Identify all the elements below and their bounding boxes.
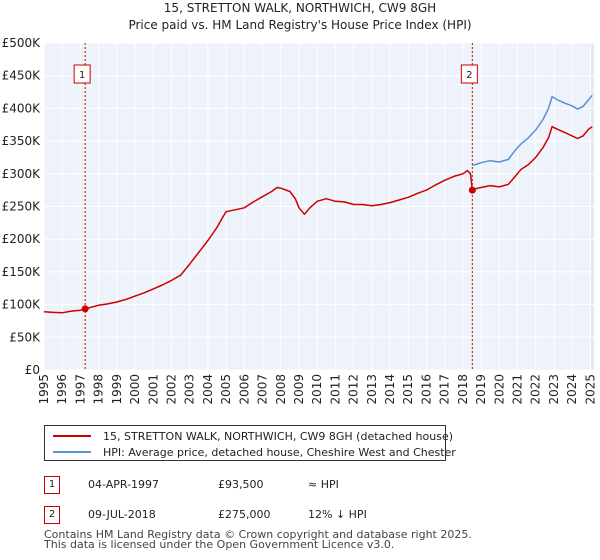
x-tick-label: 2012 — [347, 374, 361, 405]
y-tick-label: £500K — [2, 36, 42, 50]
sale-label-box — [460, 64, 478, 84]
y-tick-label: £0 — [25, 363, 40, 377]
x-tick-label: 2020 — [492, 374, 506, 405]
x-tick-label: 2018 — [456, 374, 470, 405]
y-tick-label: £300K — [2, 167, 42, 181]
sale-label-number: 1 — [79, 70, 85, 81]
x-tick-label: 2015 — [401, 374, 415, 405]
y-tick-label: £200K — [2, 232, 42, 246]
chart-title: 15, STRETTON WALK, NORTHWICH, CW9 8GH — [164, 1, 436, 15]
property-price-line — [43, 125, 593, 314]
legend-label-property: 15, STRETTON WALK, NORTHWICH, CW9 8GH (d… — [103, 429, 454, 443]
footer-line-licence: This data is licensed under the Open Gov… — [44, 538, 395, 551]
y-tick-label: £150K — [2, 265, 42, 279]
x-tick-label: 1996 — [55, 374, 69, 405]
x-tick-label: 2014 — [383, 374, 397, 405]
x-tick-label: 2022 — [529, 374, 543, 405]
hpi-line — [472, 94, 593, 167]
sale-label-number: 2 — [466, 70, 472, 81]
y-tick-label: £450K — [2, 69, 42, 83]
sale-number-badge: 2 — [44, 506, 60, 524]
sale-label-box — [73, 64, 91, 84]
x-tick-label: 2011 — [328, 374, 342, 405]
x-tick-label: 2019 — [474, 374, 488, 405]
x-tick-label: 2017 — [438, 374, 452, 405]
legend-swatch-hpi — [53, 451, 91, 453]
x-tick-label: 2021 — [511, 374, 525, 405]
x-tick-label: 2000 — [128, 374, 142, 405]
legend-label-hpi: HPI: Average price, detached house, Ches… — [103, 445, 456, 459]
x-tick-label: 2002 — [164, 374, 178, 405]
x-tick-label: 2003 — [183, 374, 197, 405]
x-tick-label: 1995 — [37, 374, 51, 405]
x-tick-label: 2023 — [547, 374, 561, 405]
sale-row: 2 09-JUL-2018 £275,000 12% ↓ HPI — [44, 506, 374, 526]
x-tick-label: 1998 — [92, 374, 106, 405]
sale-number-badge: 1 — [44, 476, 60, 494]
legend-item-hpi: HPI: Average price, detached house, Ches… — [53, 444, 456, 460]
x-tick-label: 2016 — [419, 374, 433, 405]
x-tick-label: 2024 — [565, 374, 579, 405]
footer-line-copyright: Contains HM Land Registry data © Crown c… — [44, 528, 472, 541]
x-tick-label: 1999 — [110, 374, 124, 405]
y-tick-label: £400K — [2, 101, 42, 115]
sale-point — [468, 186, 476, 194]
y-tick-label: £100K — [2, 298, 42, 312]
legend-swatch-property — [53, 435, 91, 437]
legend-item-property: 15, STRETTON WALK, NORTHWICH, CW9 8GH (d… — [53, 428, 453, 444]
sale-row: 1 04-APR-1997 £93,500 ≈ HPI — [44, 476, 374, 496]
sale-point — [81, 305, 89, 313]
price-chart: 15, STRETTON WALK, NORTHWICH, CW9 8GH Pr… — [2, 1, 598, 405]
sale-date: 09-JUL-2018 — [88, 508, 156, 521]
y-tick-label: £350K — [2, 134, 42, 148]
x-tick-label: 2013 — [365, 374, 379, 405]
x-tick-label: 2001 — [146, 374, 160, 405]
legend: 15, STRETTON WALK, NORTHWICH, CW9 8GH (d… — [44, 425, 456, 461]
x-tick-label: 2009 — [292, 374, 306, 405]
x-tick-label: 1997 — [73, 374, 87, 405]
x-tick-label: 2006 — [237, 374, 251, 405]
y-tick-label: £50K — [9, 330, 41, 344]
footer-attribution: Contains HM Land Registry data © Crown c… — [44, 528, 472, 551]
y-tick-label: £250K — [2, 200, 42, 214]
x-tick-label: 2007 — [256, 374, 270, 405]
sale-price: £93,500 — [218, 478, 264, 491]
x-tick-label: 2005 — [219, 374, 233, 405]
sale-hpi-comparison: ≈ HPI — [308, 478, 339, 491]
sale-hpi-comparison: 12% ↓ HPI — [308, 508, 367, 521]
x-tick-label: 2010 — [310, 374, 324, 405]
chart-subtitle: Price paid vs. HM Land Registry's House … — [128, 18, 471, 32]
sale-date: 04-APR-1997 — [88, 478, 160, 491]
x-tick-label: 2008 — [274, 374, 288, 405]
x-tick-label: 2004 — [201, 374, 215, 405]
sale-price: £275,000 — [218, 508, 271, 521]
x-tick-label: 2025 — [583, 374, 597, 405]
